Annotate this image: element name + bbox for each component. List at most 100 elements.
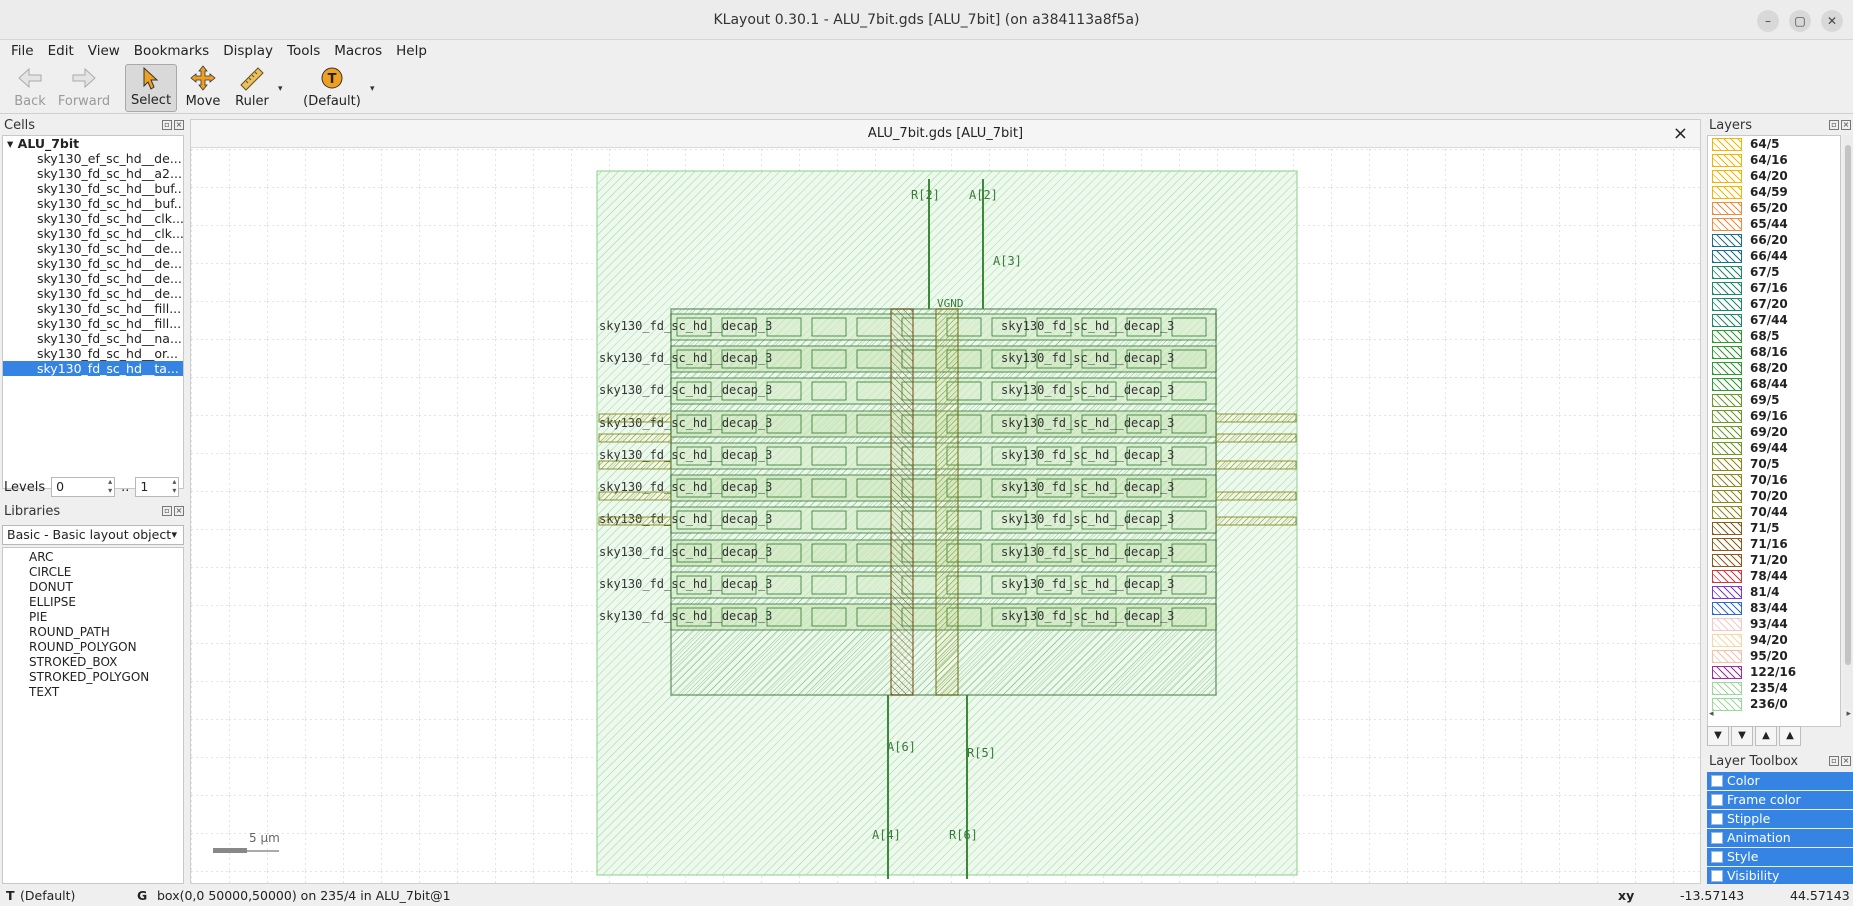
move-tool-button[interactable]: Move bbox=[180, 64, 226, 112]
std-cell[interactable] bbox=[676, 543, 712, 563]
scroll-left-icon[interactable]: ◂ bbox=[1709, 709, 1714, 719]
layer-row[interactable]: 71/16 bbox=[1708, 536, 1840, 552]
layer-row[interactable]: 71/5 bbox=[1708, 520, 1840, 536]
layer-row[interactable]: 69/44 bbox=[1708, 440, 1840, 456]
std-cell[interactable] bbox=[1081, 478, 1117, 498]
std-cell[interactable] bbox=[676, 414, 712, 434]
std-cell[interactable] bbox=[721, 607, 757, 627]
std-cell[interactable] bbox=[676, 381, 712, 401]
std-cell[interactable] bbox=[721, 349, 757, 369]
std-cell[interactable] bbox=[811, 381, 847, 401]
layer-row[interactable]: 70/16 bbox=[1708, 472, 1840, 488]
maximize-button[interactable]: ▢ bbox=[1789, 10, 1811, 32]
std-cell[interactable] bbox=[1126, 381, 1162, 401]
pin-label[interactable]: R[2] bbox=[911, 188, 940, 202]
menu-help[interactable]: Help bbox=[396, 43, 427, 59]
menu-file[interactable]: File bbox=[11, 43, 34, 59]
std-cell[interactable] bbox=[676, 478, 712, 498]
close-icon[interactable]: × bbox=[1841, 756, 1851, 766]
std-cell[interactable] bbox=[991, 381, 1027, 401]
close-icon[interactable]: × bbox=[1841, 120, 1851, 130]
layer-row[interactable]: 68/20 bbox=[1708, 360, 1840, 376]
pin-label[interactable]: A[6] bbox=[887, 740, 916, 754]
menu-macros[interactable]: Macros bbox=[334, 43, 383, 59]
std-cell[interactable] bbox=[991, 317, 1027, 337]
close-tab-icon[interactable]: × bbox=[1672, 123, 1688, 144]
std-cell[interactable] bbox=[991, 607, 1027, 627]
std-cell[interactable] bbox=[811, 414, 847, 434]
cell-item[interactable]: sky130_fd_sc_hd__clk... bbox=[37, 226, 183, 241]
layer-row[interactable]: 93/44 bbox=[1708, 616, 1840, 632]
layer-row[interactable]: 65/20 bbox=[1708, 200, 1840, 216]
std-cell[interactable] bbox=[766, 510, 802, 530]
std-cell[interactable] bbox=[991, 478, 1027, 498]
toolbox-color[interactable]: Color bbox=[1707, 772, 1853, 790]
io-pin[interactable] bbox=[598, 433, 672, 443]
std-cell[interactable] bbox=[811, 510, 847, 530]
tree-root-cell[interactable]: ▾ ALU_7bit bbox=[7, 136, 80, 151]
ruler-dropdown-arrow[interactable]: ▾ bbox=[278, 84, 283, 94]
std-cell[interactable] bbox=[676, 317, 712, 337]
std-cell[interactable] bbox=[1126, 510, 1162, 530]
library-list[interactable]: ARC CIRCLE DONUT ELLIPSE PIE ROUND_PATH … bbox=[2, 547, 184, 884]
layer-row[interactable]: 95/20 bbox=[1708, 648, 1840, 664]
move-up-icon[interactable]: ▲ bbox=[1755, 726, 1777, 746]
std-cell[interactable] bbox=[1171, 414, 1207, 434]
cell-item[interactable]: sky130_fd_sc_hd__buf... bbox=[37, 181, 183, 196]
std-cell[interactable] bbox=[1171, 607, 1207, 627]
move-top-icon[interactable]: ▲ bbox=[1779, 726, 1801, 746]
std-cell[interactable] bbox=[676, 510, 712, 530]
std-cell[interactable] bbox=[766, 575, 802, 595]
menu-tools[interactable]: Tools bbox=[287, 43, 321, 59]
std-cell[interactable] bbox=[991, 414, 1027, 434]
layer-row[interactable]: 70/5 bbox=[1708, 456, 1840, 472]
cell-item[interactable]: sky130_fd_sc_hd__a2... bbox=[37, 166, 182, 181]
float-icon[interactable]: ▫ bbox=[1829, 120, 1839, 130]
std-cell[interactable] bbox=[766, 446, 802, 466]
cell-item[interactable]: sky130_fd_sc_hd__fill... bbox=[37, 316, 182, 331]
io-pin[interactable] bbox=[1215, 433, 1297, 443]
io-pin[interactable] bbox=[598, 491, 672, 501]
std-cell[interactable] bbox=[676, 575, 712, 595]
layer-row[interactable]: 67/5 bbox=[1708, 264, 1840, 280]
scroll-thumb[interactable] bbox=[1845, 145, 1851, 665]
menu-display[interactable]: Display bbox=[223, 43, 273, 59]
std-cell[interactable] bbox=[1036, 381, 1072, 401]
std-cell[interactable] bbox=[1126, 349, 1162, 369]
layer-row[interactable]: 67/16 bbox=[1708, 280, 1840, 296]
layer-row[interactable]: 64/20 bbox=[1708, 168, 1840, 184]
std-cell[interactable] bbox=[811, 478, 847, 498]
layer-row[interactable]: 64/5 bbox=[1708, 136, 1840, 152]
menu-edit[interactable]: Edit bbox=[47, 43, 74, 59]
std-cell[interactable] bbox=[721, 575, 757, 595]
layer-row[interactable]: 64/16 bbox=[1708, 152, 1840, 168]
library-item[interactable]: ROUND_PATH bbox=[29, 625, 110, 639]
menu-view[interactable]: View bbox=[87, 43, 120, 59]
io-pin[interactable] bbox=[1215, 413, 1297, 423]
std-cell[interactable] bbox=[766, 478, 802, 498]
cell-item[interactable]: sky130_fd_sc_hd__buf... bbox=[37, 196, 183, 211]
std-cell[interactable] bbox=[1036, 607, 1072, 627]
layer-row[interactable]: 70/20 bbox=[1708, 488, 1840, 504]
std-cell[interactable] bbox=[721, 510, 757, 530]
layer-row[interactable]: 69/5 bbox=[1708, 392, 1840, 408]
std-cell[interactable] bbox=[1036, 478, 1072, 498]
std-cell[interactable] bbox=[721, 446, 757, 466]
library-item[interactable]: STROKED_BOX bbox=[29, 655, 118, 669]
menu-bookmarks[interactable]: Bookmarks bbox=[133, 43, 210, 59]
std-cell[interactable] bbox=[1081, 607, 1117, 627]
std-cell[interactable] bbox=[991, 510, 1027, 530]
std-cell[interactable] bbox=[676, 607, 712, 627]
std-cell[interactable] bbox=[811, 446, 847, 466]
std-cell[interactable] bbox=[1171, 349, 1207, 369]
toolbox-style[interactable]: Style bbox=[1707, 848, 1853, 866]
float-icon[interactable]: ▫ bbox=[1829, 756, 1839, 766]
std-cell[interactable] bbox=[1171, 446, 1207, 466]
cell-item[interactable]: sky130_fd_sc_hd__clk... bbox=[37, 211, 183, 226]
cell-item[interactable]: sky130_fd_sc_hd__de... bbox=[37, 271, 182, 286]
std-cell[interactable] bbox=[1081, 317, 1117, 337]
pin-label[interactable]: A[4] bbox=[872, 828, 901, 842]
std-cell[interactable] bbox=[1081, 381, 1117, 401]
std-cell[interactable] bbox=[811, 543, 847, 563]
std-cell[interactable] bbox=[1126, 543, 1162, 563]
